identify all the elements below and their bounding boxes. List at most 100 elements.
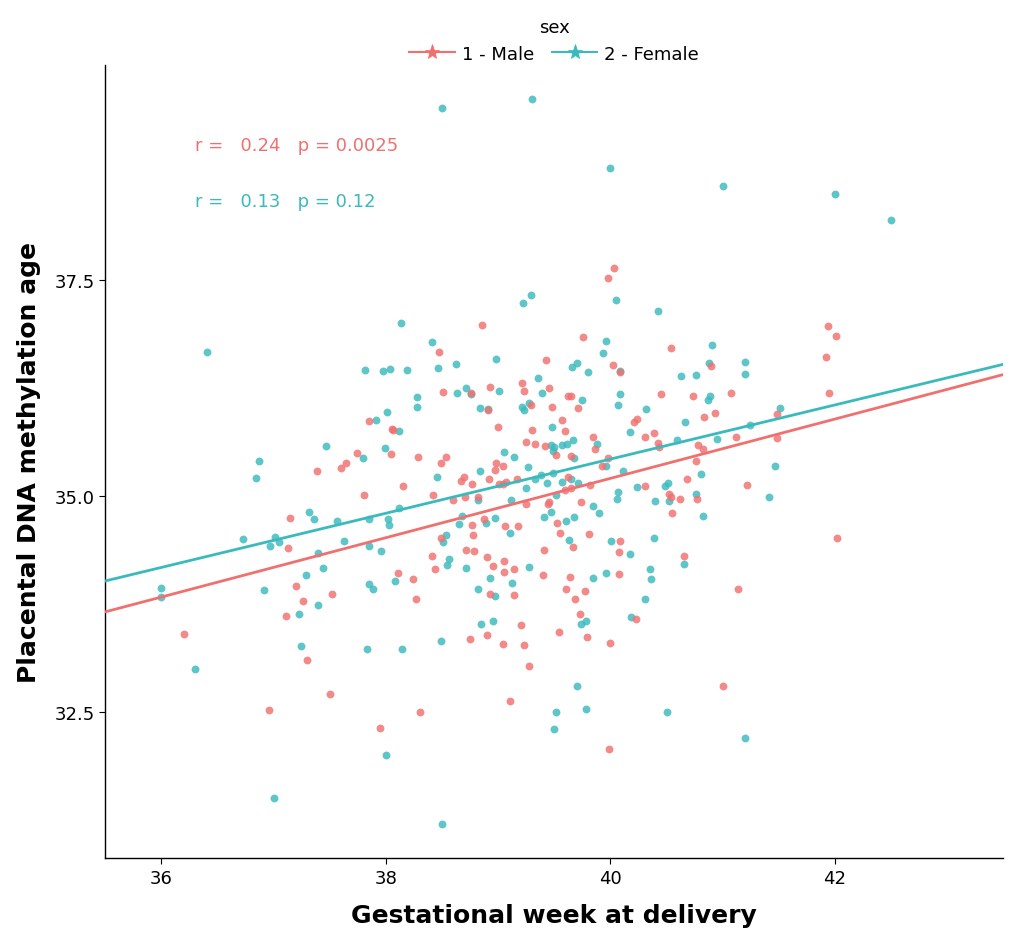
Point [559,470,576,485]
Point [560,532,577,548]
Point [482,586,498,601]
Point [551,526,568,541]
Point [383,447,399,463]
Point [819,386,836,401]
Point [375,364,391,379]
Point [611,387,628,402]
Point [440,552,457,567]
Point [601,635,618,650]
Point [448,386,465,401]
Point [544,400,560,415]
Point [594,346,610,361]
Point [361,414,377,430]
Point [384,422,400,437]
Point [575,329,591,345]
Point [411,704,427,719]
Point [637,402,653,417]
Point [463,387,479,402]
Point [602,534,619,549]
Point [518,481,534,497]
Point [695,509,711,524]
Point [377,441,393,456]
Point [480,403,496,418]
Point [491,383,507,398]
Point [471,401,487,416]
Point [645,531,661,547]
Text: r =   0.13   p = 0.12: r = 0.13 p = 0.12 [195,193,375,211]
Point [700,356,716,371]
Point [463,386,479,401]
Point [398,363,415,379]
Point [580,364,596,379]
Point [768,431,785,447]
Point [597,459,613,474]
Point [321,687,337,702]
Point [637,479,653,494]
Point [523,93,539,108]
Point [694,442,710,457]
Point [642,562,658,577]
Point [573,393,589,408]
Point [739,479,755,494]
Point [386,574,403,589]
Point [299,652,315,667]
Point [584,498,600,514]
Point [663,506,680,521]
Point [465,544,481,559]
Point [558,389,575,404]
Point [702,360,718,375]
Point [496,519,513,534]
Point [558,437,575,452]
Point [453,509,470,524]
Point [817,350,834,365]
Point [568,679,584,694]
Point [464,477,480,492]
Point [473,616,489,632]
Point [423,335,439,350]
Point [309,598,325,613]
Point [569,476,585,491]
Point [584,430,600,446]
Point [570,401,586,416]
Point [708,431,725,447]
Point [542,505,558,520]
Point [534,567,550,582]
Point [405,571,421,586]
Point [392,316,409,331]
Point [628,412,644,427]
Point [714,679,731,694]
Point [520,460,536,475]
Point [515,384,531,399]
Point [175,627,192,642]
Point [553,475,570,490]
Point [672,492,688,507]
Point [621,547,637,562]
Point [660,487,677,502]
Point [826,188,843,203]
Point [521,561,537,576]
Point [465,528,481,543]
Point [668,433,685,448]
Point [365,582,381,597]
Point [464,517,480,532]
Point [657,704,674,719]
Point [689,438,705,453]
Point [434,385,450,400]
Point [609,484,626,499]
Point [728,430,744,445]
Point [380,512,396,527]
Point [543,420,559,435]
Point [494,637,511,652]
Point [737,730,753,745]
Point [251,454,267,469]
Point [501,694,518,709]
Point [607,293,624,308]
Point [292,639,309,654]
Point [497,475,514,490]
Point [532,467,548,482]
Point [533,386,549,401]
Point [474,318,490,333]
Point [548,515,565,531]
Point [485,559,501,574]
Point [372,544,388,559]
